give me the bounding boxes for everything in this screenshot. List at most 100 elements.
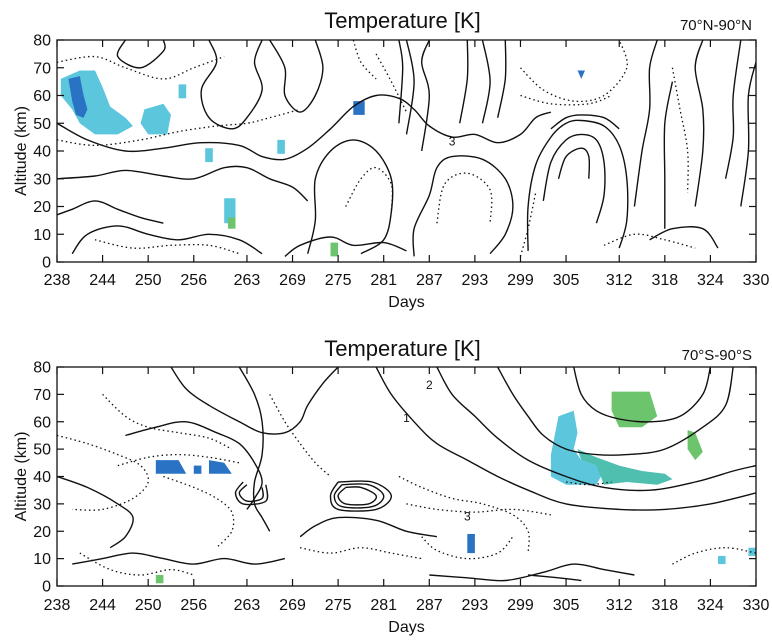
x-axis-label: Days <box>388 294 424 311</box>
shaded-region-cyan <box>550 410 604 485</box>
contour-line-solid <box>573 367 712 423</box>
contour-line-solid <box>329 480 393 512</box>
contour-line-solid <box>429 563 635 582</box>
contour-line-solid <box>57 94 552 161</box>
x-tick-label: 299 <box>507 597 534 614</box>
shaded-region-cyan <box>178 84 187 99</box>
shaded-region-green <box>330 242 339 257</box>
chart-title: Temperature [K] <box>324 336 481 361</box>
x-tick-label: 305 <box>553 597 580 614</box>
contour-line-dotted <box>421 536 514 560</box>
x-tick-label: 318 <box>651 597 678 614</box>
contour-line-solid <box>269 40 324 113</box>
contour-line-dotted <box>57 434 150 511</box>
x-axis-label: Days <box>388 619 424 636</box>
contour-line-dotted <box>520 94 612 106</box>
contour-line-solid <box>412 155 514 257</box>
x-tick-label: 238 <box>44 597 71 614</box>
y-tick-label: 60 <box>33 414 51 431</box>
contour-line-solid <box>528 574 582 582</box>
x-tick-label: 287 <box>416 272 443 289</box>
shaded-region-cyan <box>205 148 213 163</box>
contour-line-dotted <box>520 40 628 103</box>
y-tick-label: 70 <box>33 387 51 404</box>
contour-line-solid <box>72 552 286 565</box>
contour-line-solid <box>481 40 491 124</box>
x-tick-label: 312 <box>606 597 633 614</box>
y-tick-label: 70 <box>33 60 51 77</box>
x-tick-label: 293 <box>462 597 489 614</box>
contour-line-dotted <box>436 172 493 224</box>
contour-line-solid <box>307 139 394 255</box>
y-tick-label: 80 <box>33 360 51 377</box>
x-tick-label: 263 <box>234 272 261 289</box>
x-tick-label: 312 <box>606 272 633 289</box>
contour-line-solid <box>170 367 339 435</box>
contour-line-solid <box>375 367 756 511</box>
contour-label: 1 <box>403 411 410 425</box>
contour-line-dotted <box>345 166 394 213</box>
contour-line-dotted <box>94 239 240 255</box>
y-tick-label: 10 <box>33 551 51 568</box>
y-tick-label: 20 <box>33 199 51 216</box>
x-tick-label: 244 <box>89 597 116 614</box>
contour-line-dotted <box>671 67 689 193</box>
contour-line-solid <box>57 165 309 202</box>
contour-line-solid <box>333 483 385 509</box>
contour-line-solid <box>663 81 674 229</box>
plot-area <box>57 367 756 584</box>
contour-line-dotted <box>672 547 756 565</box>
x-tick-label: 305 <box>553 272 580 289</box>
contour-line-solid <box>724 40 742 179</box>
contour-line-dotted <box>79 552 194 576</box>
contour-line-dotted <box>299 547 422 560</box>
contour-line-solid <box>649 226 719 249</box>
x-tick-label: 281 <box>370 597 397 614</box>
contour-line-solid <box>57 475 134 549</box>
y-tick-label: 50 <box>33 116 51 133</box>
contour-line-solid <box>497 40 507 118</box>
x-tick-label: 250 <box>135 597 162 614</box>
shaded-region-teal <box>577 449 673 485</box>
y-tick-label: 20 <box>33 524 51 541</box>
shaded-region-blue <box>155 460 187 474</box>
contour-line-solid <box>550 114 620 130</box>
contour-line-solid <box>125 420 263 510</box>
contour-line-dotted <box>406 503 551 516</box>
chart-title: Temperature [K] <box>324 8 481 33</box>
x-tick-label: 244 <box>89 272 116 289</box>
contour-line-solid <box>557 147 591 180</box>
contour-line-solid <box>694 40 705 207</box>
shaded-region-green <box>155 575 164 584</box>
contour-line-dotted <box>102 393 233 450</box>
x-tick-label: 269 <box>279 272 306 289</box>
y-axis-label: Altitude (km) <box>13 432 30 522</box>
contour-line-solid <box>238 367 271 532</box>
y-axis-label: Altitude (km) <box>13 106 30 196</box>
contour-line-solid <box>436 367 756 492</box>
contour-panel-1: 3 238 244 250 256 263 269 275 281 287 293 299 305 312… <box>13 8 769 311</box>
y-tick-label: 40 <box>33 144 51 161</box>
plot-area <box>57 40 756 257</box>
y-tick-label: 40 <box>33 469 51 486</box>
shaded-region-cyan <box>140 103 171 135</box>
contour-line-dotted <box>269 394 331 477</box>
contour-line-dotted <box>163 475 235 549</box>
x-tick-label: 269 <box>279 597 306 614</box>
x-tick-label: 324 <box>697 597 724 614</box>
contour-line-dotted <box>566 481 612 486</box>
contour-line-solid <box>337 486 378 506</box>
shaded-region-blue <box>467 534 475 554</box>
contour-line-dotted <box>352 40 377 80</box>
x-tick-label: 281 <box>370 272 397 289</box>
shaded-region-blue <box>577 70 585 79</box>
x-tick-label: 287 <box>416 597 443 614</box>
x-tick-label: 238 <box>44 272 71 289</box>
contour-line-solid <box>542 133 606 224</box>
x-tick-label: 299 <box>507 272 534 289</box>
y-tick-label: 50 <box>33 442 51 459</box>
contour-line-solid <box>116 40 166 69</box>
y-tick-label: 30 <box>33 496 51 513</box>
contour-line-solid <box>71 225 263 255</box>
